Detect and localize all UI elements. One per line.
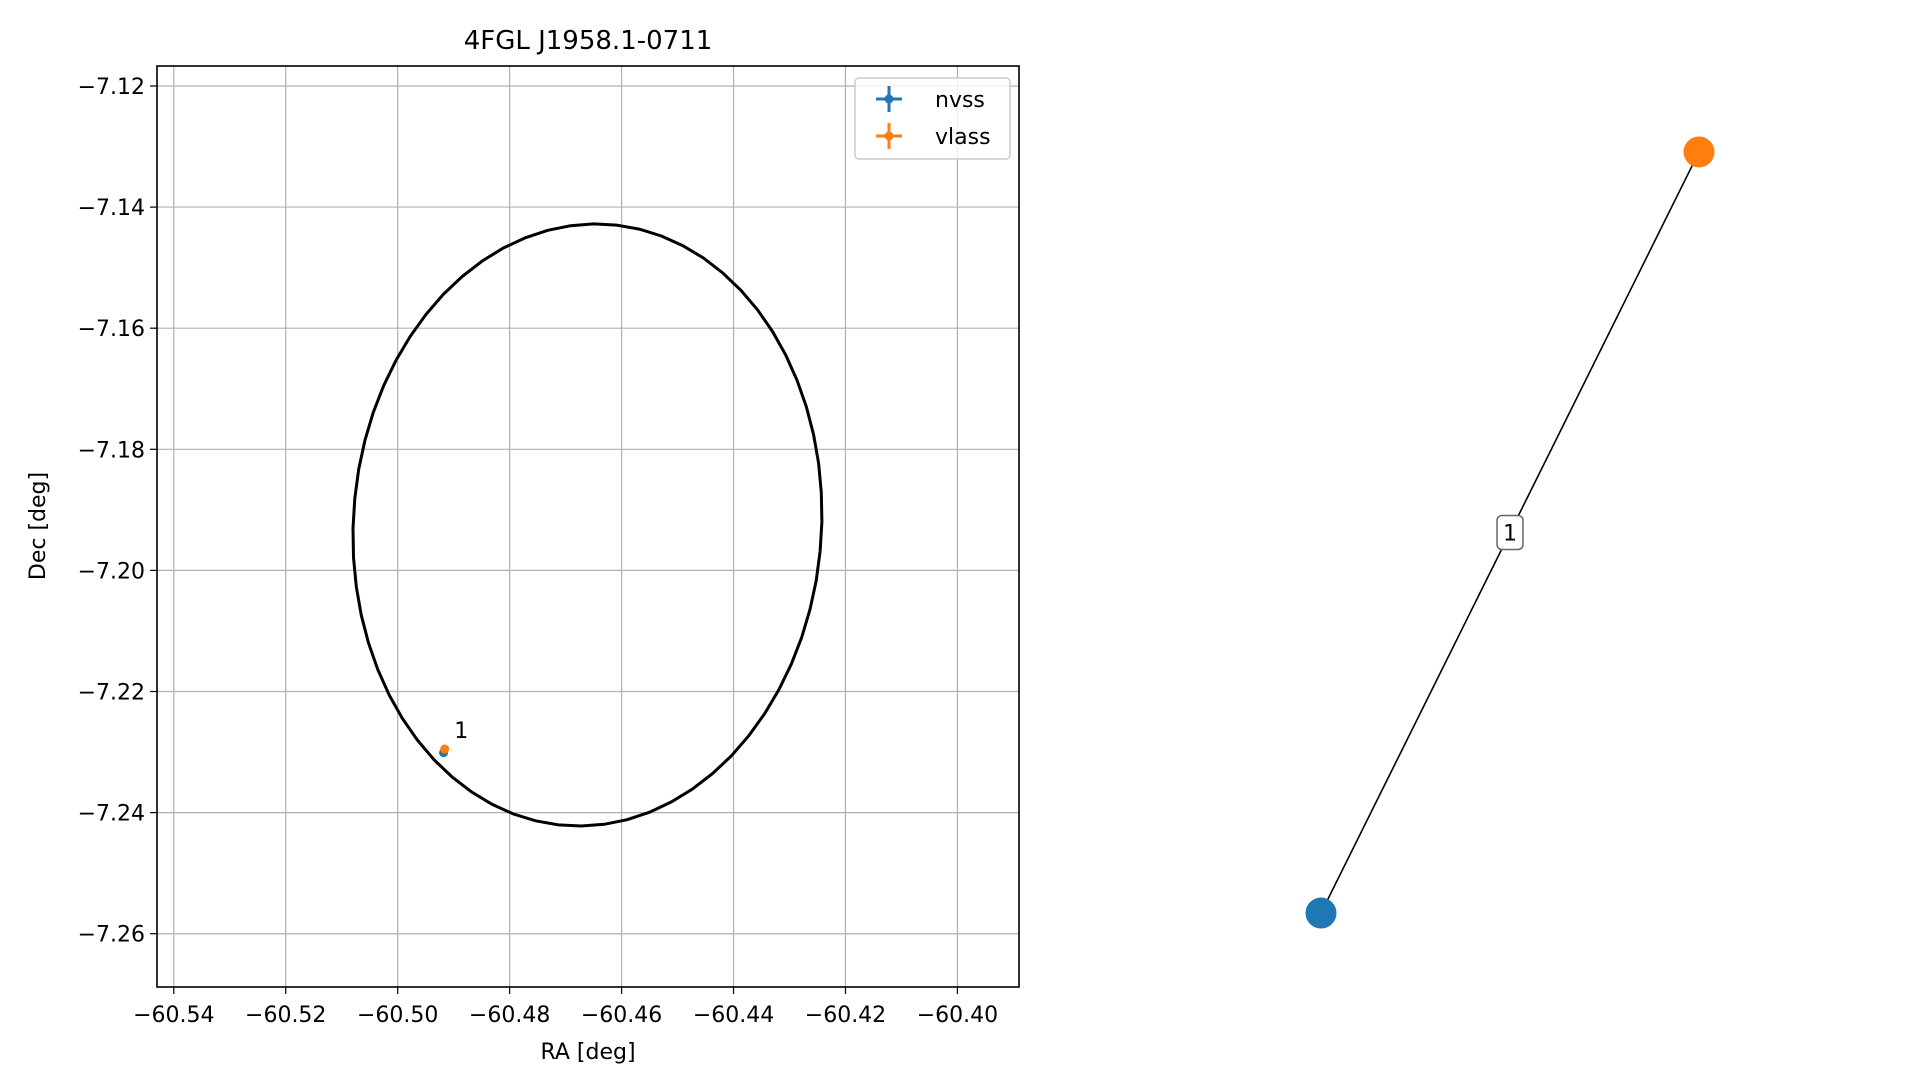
y-tick-label: −7.16 [78,317,145,342]
y-tick-label: −7.24 [78,802,145,827]
data-point-vlass [440,744,450,754]
plot-area [157,66,1019,987]
match-graph: 1 [1305,136,1715,929]
legend: nvss vlass [854,77,1011,160]
y-tick-label: −7.20 [78,559,145,584]
x-tick-label: −60.40 [917,1003,998,1028]
x-axis-ticks: −60.54 −60.52 −60.50 −60.48 −60.46 −60.44 −60.… [133,987,998,1028]
y-tick-label: −7.22 [78,681,145,706]
y-tick-label: −7.12 [78,75,145,100]
ellipse-layer [351,222,824,828]
x-axis-label: RA [deg] [540,1040,635,1065]
x-tick-label: −60.46 [581,1003,662,1028]
y-axis-ticks: −7.12 −7.14 −7.16 −7.18 −7.20 −7.22 −7.24 −7.26 [78,75,157,948]
x-tick-label: −60.50 [357,1003,438,1028]
y-tick-label: −7.18 [78,438,145,463]
sky-plot: 1 −60.54 −60.52 −60.50 −60.48 −60.46 −60.44 −6… [26,26,1020,1065]
graph-edge-label: 1 [1496,514,1524,551]
y-axis-label: Dec [deg] [26,472,51,580]
grid [157,66,1019,987]
points-layer: 1 [439,719,468,758]
edge-label-box [1496,514,1524,551]
point-annotation: 1 [454,719,468,744]
y-tick-label: −7.26 [78,923,145,948]
x-tick-label: −60.48 [469,1003,550,1028]
x-tick-label: −60.52 [245,1003,326,1028]
edge-label-text: 1 [1503,522,1517,547]
plot-frame [156,65,1020,988]
localization-ellipse [351,222,824,828]
legend-label-vlass: vlass [935,125,991,150]
x-tick-label: −60.42 [805,1003,886,1028]
x-tick-label: −60.44 [693,1003,774,1028]
graph-node-vlass [1683,136,1715,168]
x-tick-label: −60.54 [133,1003,214,1028]
legend-marker-vlass [876,123,902,149]
graph-node-nvss [1305,897,1337,929]
y-tick-label: −7.14 [78,196,145,221]
legend-marker-nvss [876,86,902,112]
legend-label-nvss: nvss [935,88,985,113]
plot-title: 4FGL J1958.1-0711 [464,26,713,56]
